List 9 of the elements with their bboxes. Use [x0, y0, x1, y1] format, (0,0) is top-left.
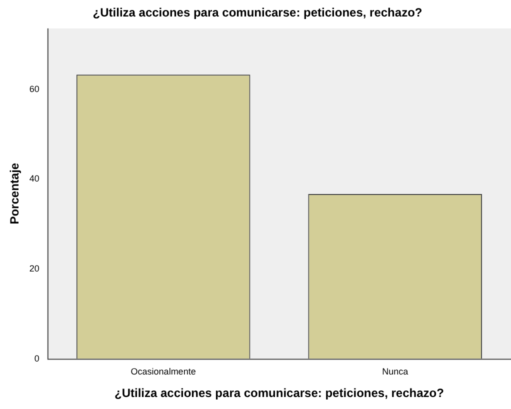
chart-title: ¿Utiliza acciones para comunicarse: peticiones, rechazo?	[92, 6, 422, 20]
y-tick-label: 20	[29, 264, 40, 274]
y-axis-title: Porcentaje	[8, 162, 22, 224]
x-tick-label: Nunca	[382, 366, 408, 377]
y-tick-label: 60	[29, 84, 40, 94]
y-tick-label: 40	[29, 174, 40, 184]
y-tick-label: 0	[34, 353, 40, 364]
x-axis-title: ¿Utiliza acciones para comunicarse: peticiones, rechazo?	[114, 386, 444, 400]
x-tick-label: Ocasionalmente	[130, 366, 196, 377]
